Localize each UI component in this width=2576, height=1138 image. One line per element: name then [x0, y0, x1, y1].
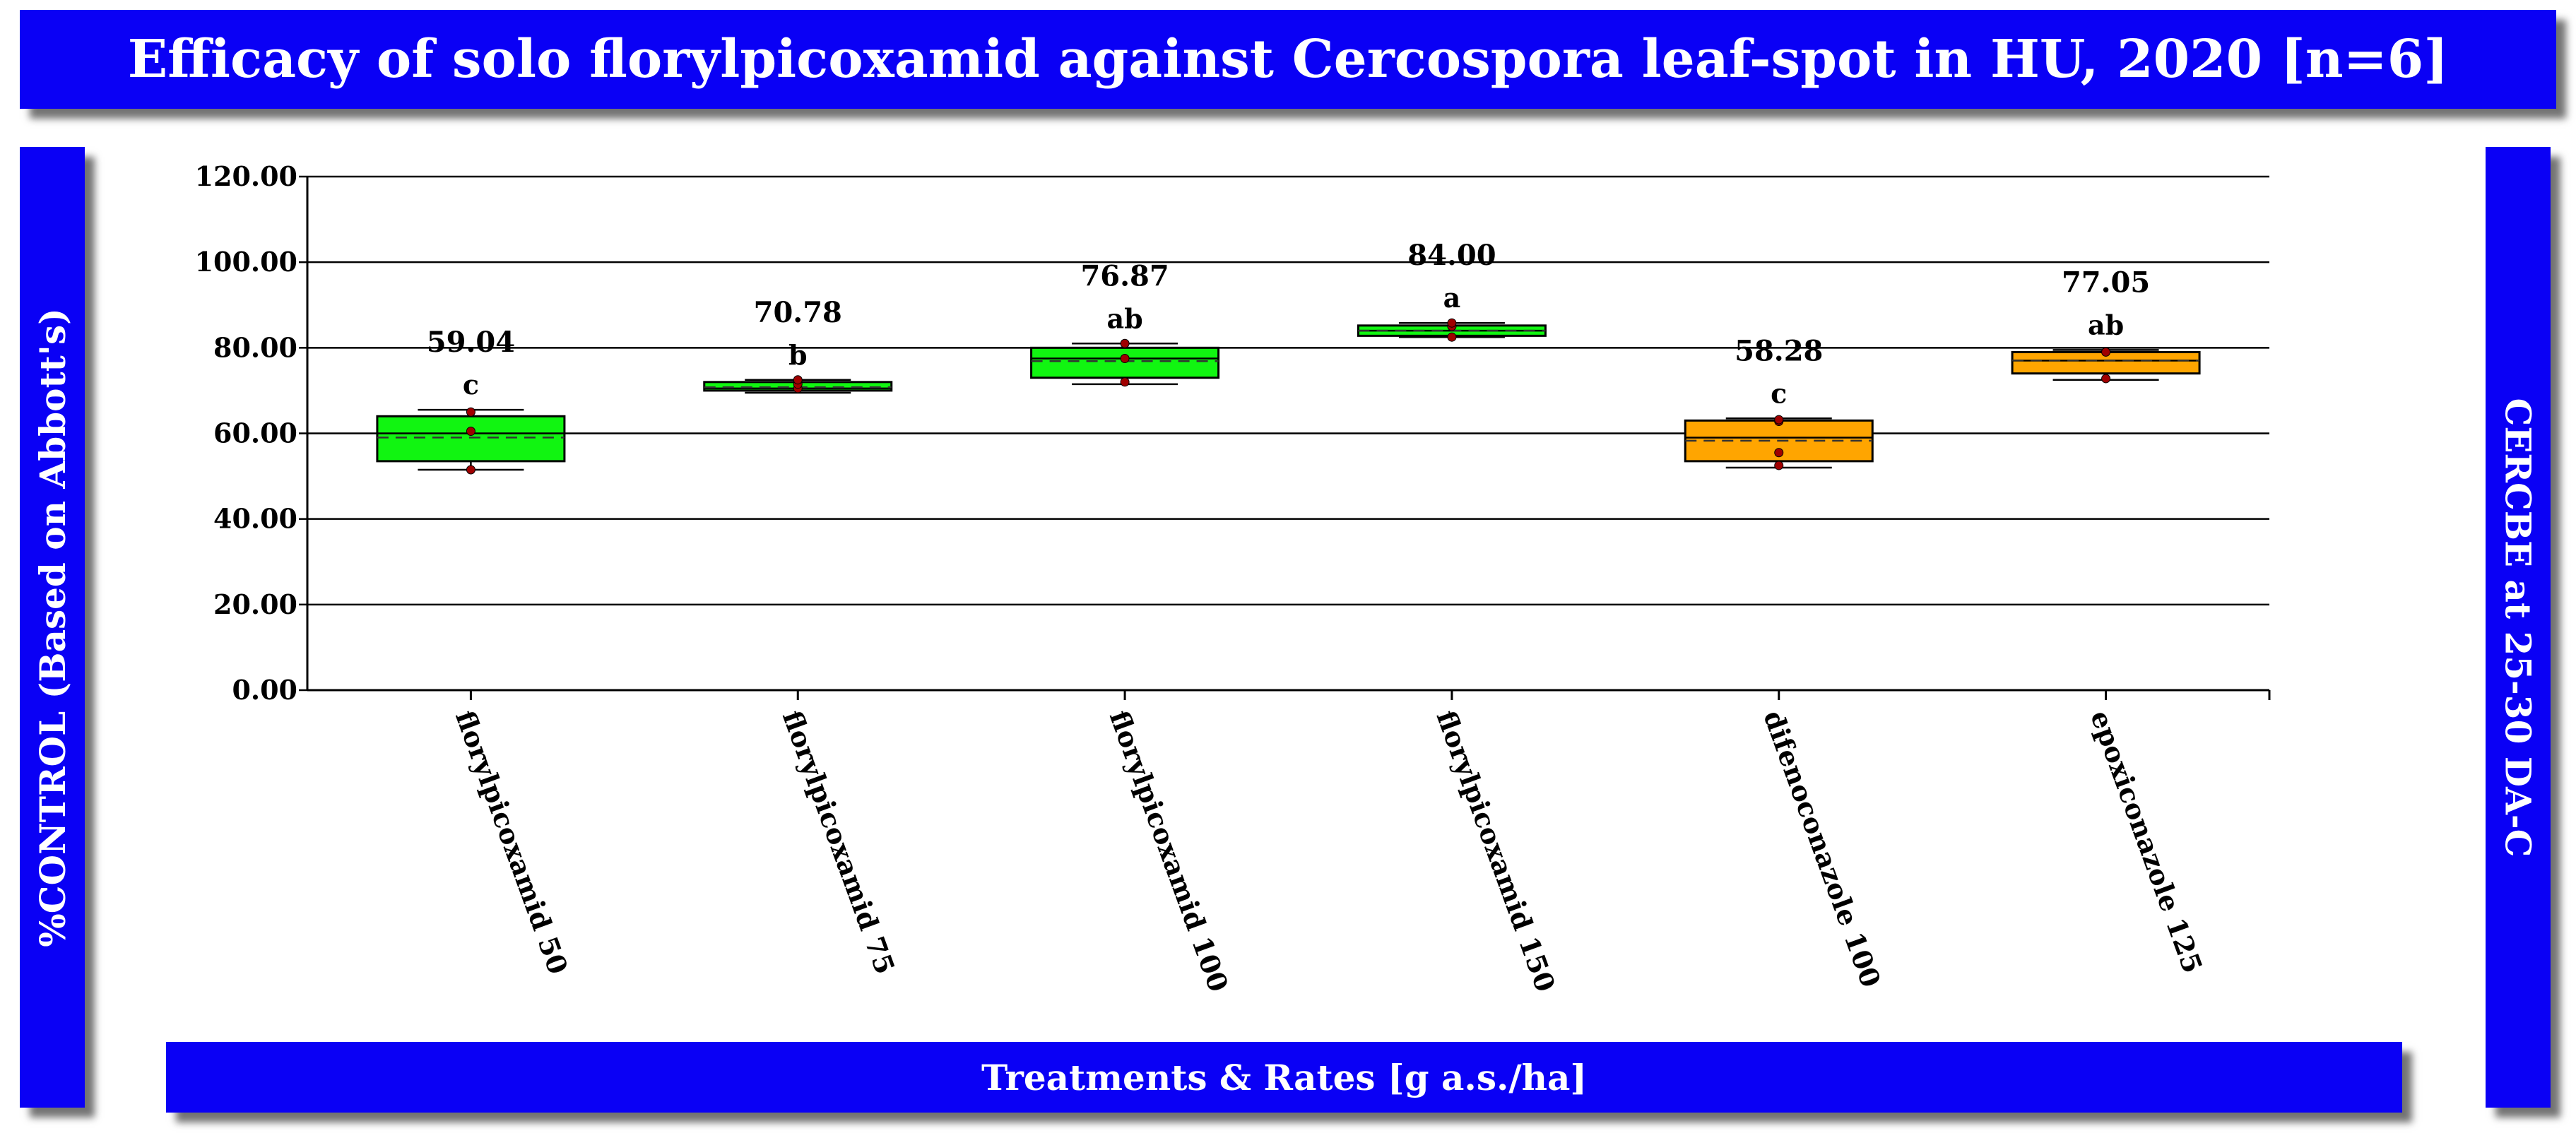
x-axis-label-banner: Treatments & Rates [g a.s./ha] — [166, 1042, 2402, 1113]
y-axis-label-banner: %CONTROL (Based on Abbott's) — [20, 147, 85, 1108]
significance-letter: ab — [2088, 309, 2124, 340]
significance-letter: a — [1443, 282, 1461, 314]
x-category-label: florylpicoxamid 75 — [776, 706, 902, 978]
x-category-label: epoxiconazole 125 — [2084, 706, 2209, 978]
chart-title-banner: Efficacy of solo florylpicoxamid against… — [20, 10, 2556, 109]
x-category-label: difenoconazole 100 — [1757, 706, 1887, 992]
data-point — [2101, 347, 2111, 357]
data-point — [1447, 318, 1457, 328]
mean-value-label: 70.78 — [754, 296, 842, 329]
significance-letter: ab — [1106, 302, 1142, 334]
data-point — [793, 375, 803, 385]
y-tick-label: 0.00 — [232, 674, 297, 706]
x-category-label: florylpicoxamid 50 — [449, 706, 574, 978]
significance-letter: b — [788, 339, 808, 371]
mean-value-label: 84.00 — [1407, 239, 1496, 272]
x-category-label: florylpicoxamid 100 — [1104, 706, 1235, 996]
data-point — [1120, 377, 1130, 387]
data-point — [1774, 415, 1784, 425]
y-tick-label: 40.00 — [213, 503, 297, 535]
y-tick-label: 120.00 — [195, 160, 297, 192]
data-point — [1774, 448, 1784, 458]
data-point — [466, 465, 475, 475]
data-point — [466, 407, 475, 417]
x-category-label: florylpicoxamid 150 — [1430, 706, 1561, 996]
chart-title: Efficacy of solo florylpicoxamid against… — [127, 29, 2449, 90]
data-point — [466, 426, 475, 436]
significance-letter: c — [1771, 377, 1787, 409]
data-point — [1774, 461, 1784, 470]
x-axis-label: Treatments & Rates [g a.s./ha] — [981, 1056, 1588, 1098]
mean-value-label: 77.05 — [2062, 266, 2150, 299]
mean-value-label: 76.87 — [1080, 259, 1169, 292]
data-point — [1120, 338, 1130, 348]
box-iqr — [376, 415, 566, 463]
y-tick-label: 80.00 — [213, 331, 297, 363]
assessment-label-banner: CERCBE at 25-30 DA-C — [2486, 147, 2551, 1108]
data-point — [1447, 332, 1457, 342]
data-point — [2101, 374, 2111, 384]
mean-value-label: 59.04 — [427, 326, 515, 359]
y-tick-label: 100.00 — [195, 246, 297, 278]
data-point — [1120, 353, 1130, 363]
mean-value-label: 58.28 — [1735, 334, 1823, 367]
significance-letter: c — [463, 369, 479, 401]
y-tick-label: 60.00 — [213, 417, 297, 449]
y-tick-label: 20.00 — [213, 588, 297, 620]
